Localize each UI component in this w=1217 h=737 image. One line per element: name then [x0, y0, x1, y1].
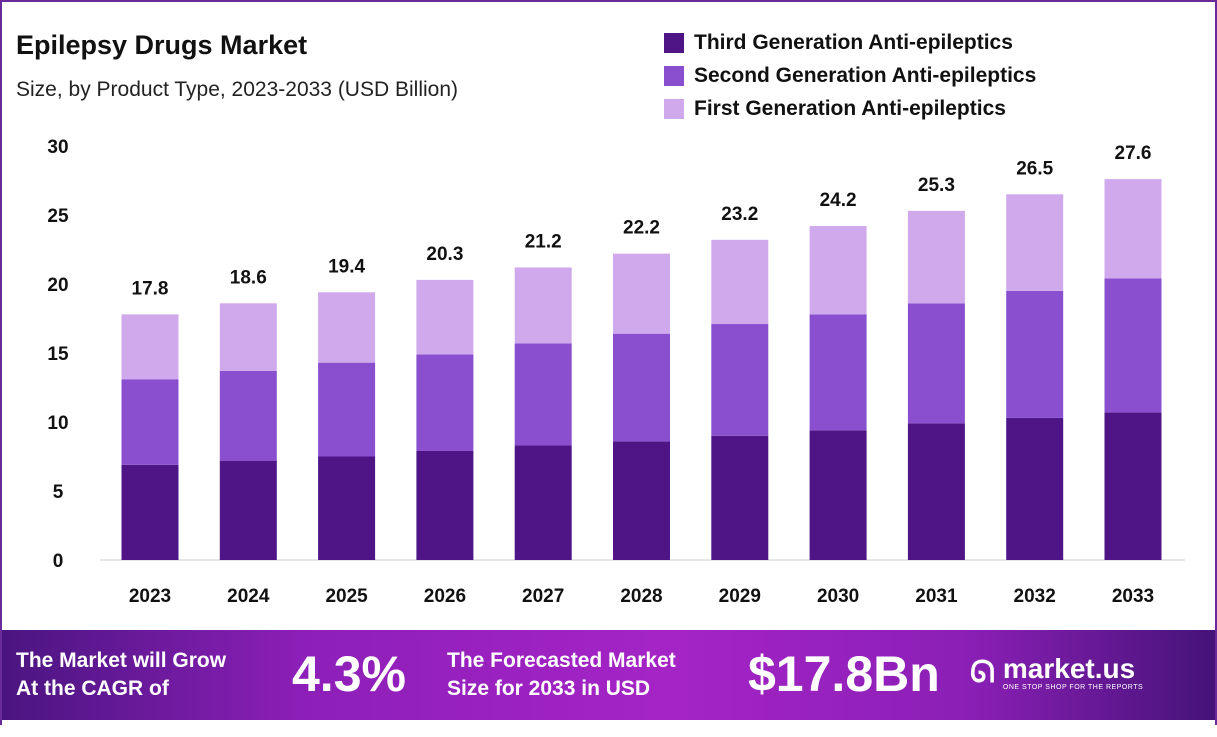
bar-segment-2030-2 [809, 226, 867, 315]
logo: ᘏ market.us ONE STOP SHOP FOR THE REPORTS [970, 653, 1144, 692]
y-tick-label: 25 [47, 206, 69, 227]
bar-segment-2029-1 [711, 324, 769, 436]
legend-swatch [664, 32, 684, 53]
data-label: 26.5 [1016, 158, 1053, 179]
forecast-label-line: Size for 2033 in USD [447, 677, 651, 700]
bar-segment-2029-2 [711, 239, 769, 325]
summary-banner: The Market will Grow At the CAGR of 4.3% … [2, 630, 1215, 720]
legend-label: Second Generation Anti-epileptics [694, 63, 1037, 87]
bar-segment-2024-0 [219, 460, 277, 560]
x-tick-label: 2023 [129, 586, 171, 607]
bar-segment-2027-0 [514, 445, 572, 560]
bar-segment-2024-1 [219, 370, 277, 461]
forecast-label-line: The Forecasted Market [447, 649, 676, 672]
legend-label: Third Generation Anti-epileptics [694, 30, 1013, 54]
legend-item-first: First Generation Anti-epileptics [664, 92, 1036, 125]
x-tick-label: 2031 [915, 586, 958, 607]
bar-segment-2033-1 [1104, 278, 1162, 413]
x-tick-label: 2025 [325, 586, 368, 607]
bar-segment-2032-0 [1006, 417, 1064, 560]
x-tick-label: 2033 [1112, 586, 1154, 607]
bar-segment-2025-2 [318, 292, 376, 363]
bar-segment-2032-2 [1006, 194, 1064, 291]
bar-segment-2030-1 [809, 314, 867, 431]
x-tick-label: 2029 [719, 586, 761, 607]
forecast-label: The Forecasted Market Size for 2033 in US… [447, 647, 676, 703]
cagr-label-line: The Market will Grow [16, 649, 227, 672]
data-label: 19.4 [328, 256, 365, 277]
bar-segment-2033-0 [1104, 412, 1162, 560]
y-tick-label: 10 [47, 413, 68, 434]
data-label: 23.2 [721, 204, 758, 225]
bar-segment-2031-0 [907, 423, 965, 560]
y-tick-label: 5 [53, 482, 64, 503]
x-tick-label: 2030 [817, 586, 859, 607]
x-tick-label: 2026 [424, 586, 466, 607]
bar-segment-2027-2 [514, 267, 572, 344]
chart-subtitle: Size, by Product Type, 2023-2033 (USD Bi… [16, 78, 459, 101]
cagr-value: 4.3% [292, 646, 406, 702]
legend-swatch [664, 65, 684, 86]
bar-segment-2031-1 [907, 303, 965, 424]
data-label: 18.6 [230, 267, 267, 288]
forecast-value: $17.8Bn [748, 646, 940, 702]
y-tick-label: 15 [47, 344, 69, 365]
bar-segment-2028-0 [613, 441, 670, 560]
legend-item-second: Second Generation Anti-epileptics [664, 59, 1036, 92]
bar-segment-2030-0 [809, 430, 867, 560]
data-label: 22.2 [623, 218, 660, 239]
chart-title: Epilepsy Drugs Market [16, 30, 308, 60]
y-tick-label: 20 [47, 275, 68, 296]
bar-segment-2027-1 [514, 343, 572, 446]
logo-tagline: ONE STOP SHOP FOR THE REPORTS [1002, 684, 1144, 691]
bar-segment-2025-0 [318, 456, 376, 560]
legend: Third Generation Anti-epileptics Second … [664, 26, 1036, 125]
bar-segment-2028-1 [613, 333, 670, 442]
data-label: 17.8 [132, 278, 169, 299]
y-tick-label: 30 [47, 137, 68, 158]
data-label: 20.3 [426, 244, 463, 265]
bar-segment-2025-1 [318, 362, 376, 457]
bar-segment-2026-0 [416, 450, 474, 560]
x-tick-label: 2028 [620, 586, 662, 607]
y-tick-label: 0 [53, 551, 64, 572]
x-tick-label: 2027 [522, 586, 564, 607]
data-label: 25.3 [918, 175, 955, 196]
data-label: 27.6 [1115, 143, 1152, 164]
bar-segment-2024-2 [219, 303, 277, 371]
bar-segment-2023-1 [121, 379, 179, 465]
cagr-label: The Market will Grow At the CAGR of [16, 647, 226, 703]
bar-segment-2026-1 [416, 354, 474, 451]
logo-text: market.us [1002, 653, 1136, 684]
bar-chart: 05101520253017.8202318.6202419.4202520.3… [47, 137, 1185, 607]
data-label: 24.2 [820, 190, 857, 211]
bar-segment-2026-2 [416, 279, 474, 355]
logo-mark-icon: ᘏ [970, 655, 995, 689]
legend-swatch [664, 98, 684, 119]
bar-segment-2029-0 [711, 435, 769, 560]
bar-segment-2023-0 [121, 464, 179, 560]
bar-segment-2032-1 [1006, 290, 1064, 418]
x-tick-label: 2024 [227, 586, 270, 607]
bar-segment-2023-2 [121, 314, 179, 380]
x-tick-label: 2032 [1014, 586, 1056, 607]
legend-item-third: Third Generation Anti-epileptics [664, 26, 1036, 59]
bar-segment-2031-2 [907, 210, 965, 304]
data-label: 21.2 [525, 231, 562, 252]
legend-label: First Generation Anti-epileptics [694, 96, 1006, 120]
bar-segment-2028-2 [613, 253, 670, 334]
cagr-label-line: At the CAGR of [16, 677, 169, 700]
bar-segment-2033-2 [1104, 179, 1162, 279]
